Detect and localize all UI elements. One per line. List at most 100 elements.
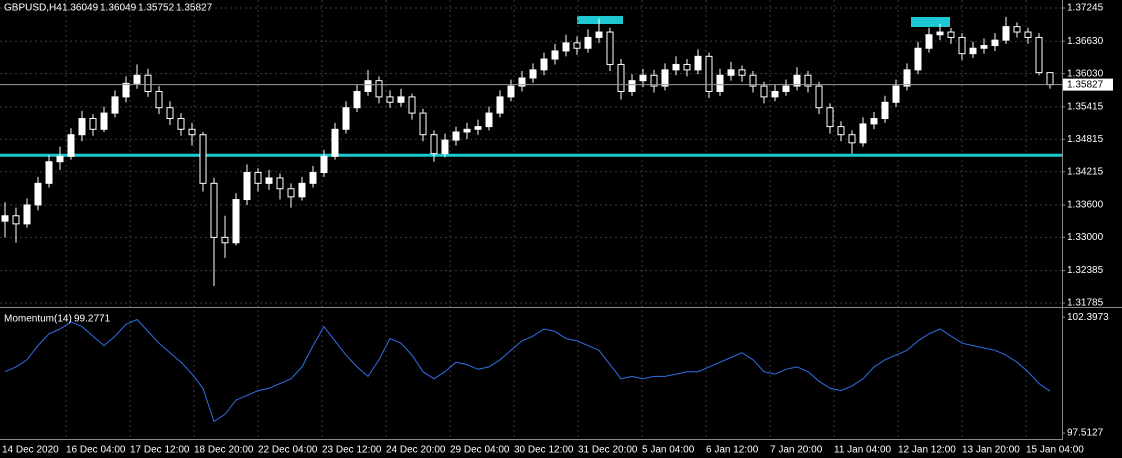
y-tick-label: 1.33000: [1067, 232, 1104, 243]
candle-body: [353, 90, 361, 109]
current-price-label: 1.35827: [1067, 79, 1104, 90]
x-tick-label: 15 Jan 04:00: [1026, 445, 1084, 456]
candle-body: [221, 236, 229, 244]
candle-body: [859, 123, 867, 144]
y-tick-label: 1.36030: [1067, 68, 1104, 79]
x-tick-label: 29 Dec 04:00: [450, 445, 510, 456]
candle-body: [298, 182, 306, 198]
candle-body: [419, 112, 427, 136]
candle-body: [782, 85, 790, 92]
candle-body: [848, 134, 856, 144]
candle-body: [177, 117, 185, 130]
indicator-title: Momentum(14): [4, 314, 72, 325]
y-tick-label: 1.36630: [1067, 36, 1104, 47]
candle-body: [12, 215, 20, 225]
candle-body: [804, 74, 812, 87]
candle-body: [672, 63, 680, 71]
candle-body: [925, 34, 933, 49]
x-tick-label: 30 Dec 12:00: [514, 445, 574, 456]
header-ohlc: 1.35827: [176, 3, 213, 14]
candle-body: [342, 107, 350, 130]
candle-body: [364, 80, 372, 92]
candle-body: [155, 90, 163, 109]
x-tick-label: 17 Dec 12:00: [130, 445, 190, 456]
candle-body: [474, 126, 482, 130]
candle-body: [1013, 26, 1021, 33]
candle-body: [144, 74, 152, 92]
candle-body: [265, 177, 273, 184]
x-tick-label: 5 Jan 04:00: [642, 445, 695, 456]
candle-body: [166, 107, 174, 119]
header-ohlc: 1.35752: [138, 3, 175, 14]
candle-body: [628, 80, 636, 92]
candle-body: [639, 74, 647, 82]
candle-body: [485, 112, 493, 128]
candle-body: [914, 47, 922, 71]
candle-body: [199, 134, 207, 184]
candle-body: [122, 82, 130, 98]
candle-body: [441, 139, 449, 155]
candle-body: [650, 74, 658, 87]
y-tick-label: 1.35415: [1067, 102, 1104, 113]
candle-body: [716, 74, 724, 92]
x-tick-label: 31 Dec 20:00: [578, 445, 638, 456]
candle-body: [100, 112, 108, 130]
candle-body: [837, 126, 845, 136]
candle-body: [1035, 36, 1043, 74]
candle-body: [133, 74, 141, 84]
candle-body: [89, 117, 97, 130]
candle-body: [397, 96, 405, 103]
candle-body: [694, 55, 702, 71]
header-ohlc: 1.36049: [62, 3, 99, 14]
x-tick-label: 18 Dec 20:00: [194, 445, 254, 456]
y-tick-label: 1.37245: [1067, 3, 1104, 14]
x-tick-label: 23 Dec 12:00: [322, 445, 382, 456]
x-tick-label: 6 Jan 12:00: [706, 445, 759, 456]
candle-body: [276, 177, 284, 190]
candle-body: [463, 128, 471, 133]
candle-body: [287, 188, 295, 198]
candle-body: [45, 161, 53, 184]
y-tick-label: 1.34815: [1067, 134, 1104, 145]
candle-body: [771, 90, 779, 98]
candle-body: [518, 77, 526, 87]
candle-body: [606, 31, 614, 65]
candle-body: [331, 128, 339, 157]
y-tick-label: 102.3973: [1067, 312, 1109, 323]
candle-body: [232, 199, 240, 244]
candle-body: [67, 134, 75, 157]
indicator-value: 99.2771: [74, 314, 111, 325]
candle-body: [1024, 31, 1032, 38]
y-tick-label: 1.31785: [1067, 298, 1104, 309]
candle-body: [254, 172, 262, 184]
marker: [577, 16, 623, 24]
candle-body: [738, 69, 746, 76]
candle-body: [210, 182, 218, 238]
candle-body: [969, 47, 977, 55]
candle-body: [1, 215, 9, 222]
candle-body: [540, 58, 548, 71]
candle-body: [386, 96, 394, 103]
candle-body: [595, 31, 603, 38]
candle-body: [826, 107, 834, 128]
symbol-title: GBPUSD,H4: [4, 3, 62, 14]
x-tick-label: 12 Jan 12:00: [898, 445, 956, 456]
candle-body: [188, 128, 196, 136]
candle-body: [562, 42, 570, 52]
candle-body: [320, 155, 328, 174]
candle-body: [683, 63, 691, 71]
candle-body: [1046, 72, 1054, 86]
candle-body: [903, 69, 911, 87]
candle-body: [760, 85, 768, 98]
y-tick-label: 1.33600: [1067, 200, 1104, 211]
candle-body: [408, 96, 416, 114]
current-price-box: [1063, 78, 1113, 91]
y-tick-label: 1.32385: [1067, 265, 1104, 276]
candle-body: [529, 69, 537, 79]
candle-body: [881, 101, 889, 119]
y-tick-label: 1.34215: [1067, 166, 1104, 177]
candle-body: [584, 36, 592, 49]
